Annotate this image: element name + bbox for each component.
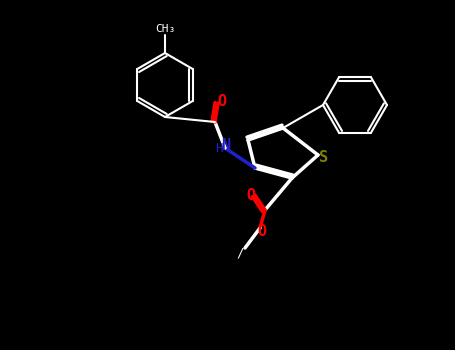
Text: S: S bbox=[319, 150, 329, 166]
Text: O: O bbox=[258, 224, 267, 238]
Text: O: O bbox=[217, 93, 227, 108]
Text: H: H bbox=[215, 142, 223, 155]
Text: O: O bbox=[247, 188, 256, 203]
Text: /: / bbox=[236, 246, 244, 259]
Text: CH₃: CH₃ bbox=[155, 24, 175, 34]
Text: N: N bbox=[222, 139, 231, 154]
